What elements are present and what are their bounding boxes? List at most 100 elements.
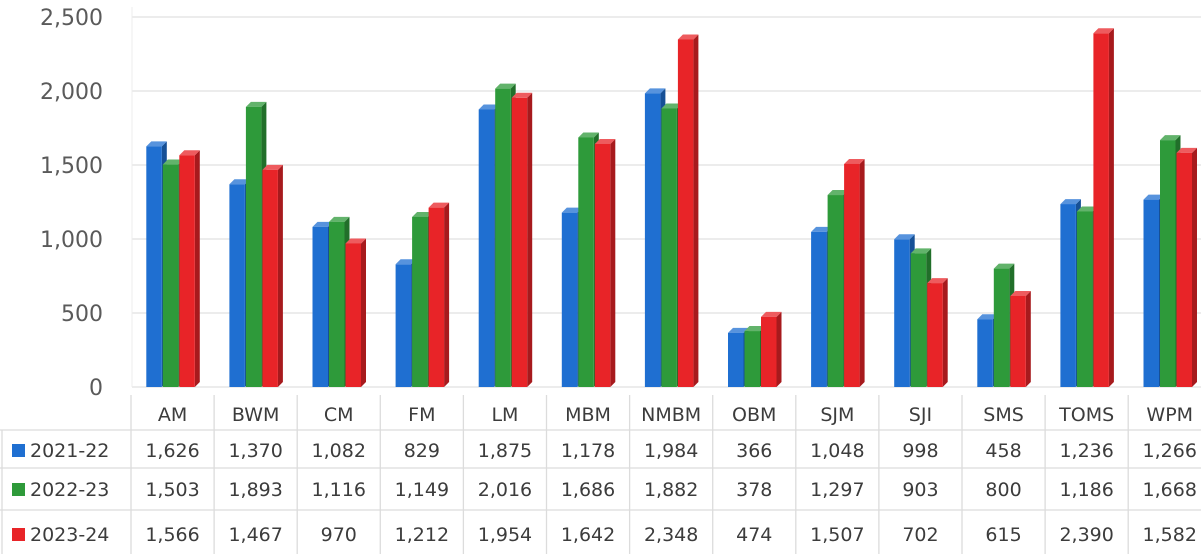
bar-side [1192, 147, 1197, 387]
data-label: 615 [985, 524, 1021, 546]
bar-front [1010, 295, 1026, 387]
bar-top [844, 158, 865, 164]
bar-front [1176, 152, 1192, 387]
data-label: 1,116 [312, 479, 366, 501]
bar-front [428, 207, 445, 387]
bar-side [444, 202, 450, 387]
bar-side [194, 150, 200, 387]
data-label: 800 [985, 479, 1021, 501]
bar-top [827, 190, 849, 196]
data-label: 1,954 [478, 524, 532, 546]
data-label: 458 [985, 440, 1021, 462]
data-label: 1,626 [145, 440, 199, 462]
x-category-label: WPM [1146, 404, 1193, 426]
bar-front [345, 243, 361, 387]
bar-front [827, 195, 844, 387]
legend-key [12, 483, 25, 496]
bar-front [1160, 140, 1176, 387]
bar-front [1093, 33, 1109, 387]
bar [179, 150, 200, 387]
data-label: 1,882 [644, 479, 698, 501]
bar-top [811, 226, 832, 232]
bar-front [262, 169, 278, 387]
data-label: 1,212 [395, 524, 449, 546]
bar-side [859, 158, 865, 387]
bar-top [910, 248, 932, 254]
bar-front [312, 226, 328, 387]
bar-top [412, 211, 433, 217]
bar-side [1108, 28, 1114, 388]
bar-top [1010, 290, 1031, 296]
bar-front [761, 316, 777, 387]
data-label: 1,893 [228, 479, 282, 501]
x-category-label: SJM [820, 404, 854, 426]
bar-side [1025, 290, 1031, 387]
bar-front [179, 155, 195, 387]
bar-top [1093, 28, 1114, 34]
x-category-label: OBM [732, 404, 776, 426]
data-label: 1,582 [1143, 524, 1197, 546]
bar-top [329, 216, 350, 222]
bar-front [1076, 211, 1093, 387]
bar-front [894, 239, 910, 387]
series-label: 2021-22 [30, 440, 109, 462]
bar-top [578, 132, 599, 138]
x-category-label: LM [491, 404, 518, 426]
x-category-label: TOMS [1058, 404, 1114, 426]
bar-side [693, 34, 699, 387]
bar [927, 278, 948, 387]
bar-front [927, 283, 943, 387]
bar-top [993, 263, 1015, 269]
bar-top [1143, 194, 1164, 200]
data-table: AM BWM CM FM LM MBM NMBM OBM SJM SJI SMS TOMS WPM 202… [0, 395, 1201, 554]
y-tick-label: 0 [89, 376, 103, 401]
data-label: 1,297 [810, 479, 864, 501]
bar-top [428, 202, 450, 208]
data-label: 378 [736, 479, 772, 501]
bar-top [262, 164, 283, 170]
bar-side [776, 311, 782, 387]
y-tick-label: 1,500 [40, 154, 103, 179]
data-label: 1,642 [561, 524, 615, 546]
bar-side [942, 278, 948, 387]
x-category-label: FM [408, 404, 435, 426]
bar-front [1143, 199, 1159, 387]
bar-front [511, 97, 528, 388]
bar-top [644, 88, 666, 94]
bar [345, 238, 366, 387]
bar-top [312, 221, 333, 227]
bar-top [162, 159, 184, 165]
x-category-label: AM [158, 404, 187, 426]
bar-top [561, 207, 583, 213]
data-label: 1,266 [1143, 440, 1197, 462]
data-label: 1,048 [810, 440, 864, 462]
legend-key [12, 444, 25, 457]
bar [594, 138, 616, 387]
bar [262, 164, 283, 387]
bar [428, 202, 450, 387]
data-label: 1,668 [1143, 479, 1197, 501]
x-category-label: SJI [909, 404, 932, 426]
data-label: 970 [321, 524, 357, 546]
bar-top [594, 138, 616, 144]
bar-front [412, 216, 428, 387]
data-label: 1,686 [561, 479, 615, 501]
y-tick-label: 2,500 [40, 6, 103, 31]
bar-top [677, 34, 699, 40]
x-category-label: NMBM [641, 404, 701, 426]
bar-top [894, 234, 915, 240]
bar-front [561, 212, 578, 387]
bar-front [993, 268, 1010, 387]
bar-front [1060, 204, 1076, 387]
bar [1176, 147, 1197, 387]
y-axis-ticks: 0 500 1,000 1,500 2,000 2,500 [40, 6, 103, 401]
bar [677, 34, 699, 387]
bar-top [395, 259, 417, 265]
bar-front [644, 93, 661, 388]
y-tick-label: 500 [61, 302, 103, 327]
series-label: 2023-24 [30, 524, 109, 546]
data-label: 1,082 [312, 440, 366, 462]
bar-side [527, 92, 533, 388]
bar-side [277, 164, 283, 387]
bar-front [478, 109, 495, 387]
